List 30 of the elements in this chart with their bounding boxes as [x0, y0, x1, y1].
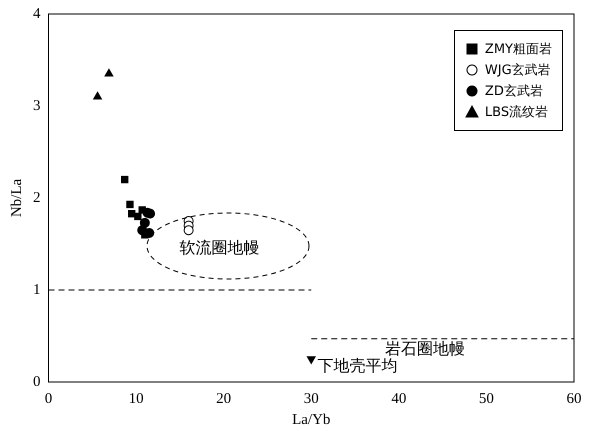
x-tick-label: 50: [478, 390, 494, 407]
annotation: 下地壳平均: [317, 356, 398, 376]
point: [93, 92, 102, 100]
point: [306, 356, 316, 364]
y-tick-label: 1: [33, 282, 40, 298]
x-tick-label: 60: [566, 390, 582, 407]
x-tick-label: 30: [304, 390, 319, 407]
y-tick-label: 3: [33, 98, 40, 114]
y-tick-label: 0: [33, 374, 40, 390]
x-tick-label: 10: [128, 390, 144, 407]
x-tick-label: 0: [44, 390, 52, 407]
point: [126, 200, 134, 208]
point: [138, 206, 146, 214]
annotation: 软流圈地幔: [179, 238, 260, 257]
legend-label: WJG玄武岩: [484, 62, 551, 79]
y-tick-label: 2: [33, 190, 40, 206]
point: [134, 212, 142, 220]
point: [128, 210, 136, 218]
x-axis-title: La/Yb: [292, 412, 330, 428]
annotation: 岩石圈地幔: [385, 338, 466, 358]
x-tick-label: 20: [216, 390, 232, 407]
point: [104, 68, 114, 77]
y-axis-title: Nb/La: [8, 178, 25, 218]
point: [121, 176, 128, 184]
x-tick-label: 40: [391, 390, 406, 407]
point: [184, 225, 194, 236]
legend-label: ZMY粗面岩: [484, 41, 552, 58]
y-tick-label: 4: [33, 6, 41, 22]
legend-label: ZD玄武岩: [484, 83, 543, 100]
legend-label: LBS流纹岩: [484, 104, 548, 121]
